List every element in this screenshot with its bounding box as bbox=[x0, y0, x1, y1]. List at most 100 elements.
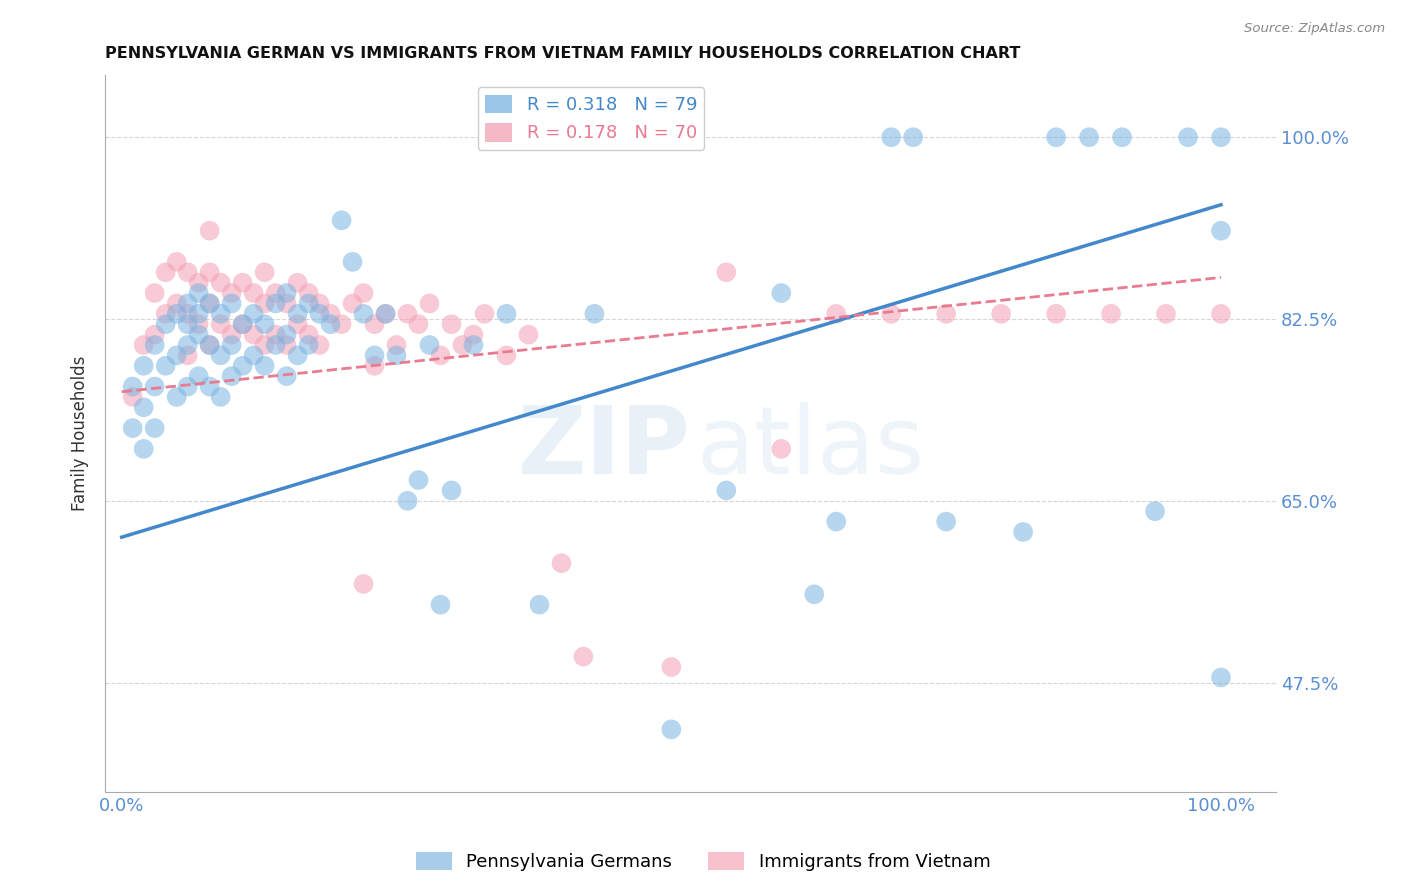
Point bbox=[474, 307, 496, 321]
Point bbox=[659, 660, 682, 674]
Point bbox=[187, 369, 209, 384]
Point bbox=[276, 286, 298, 301]
Point bbox=[716, 265, 738, 279]
Point bbox=[166, 255, 188, 269]
Point bbox=[143, 379, 166, 393]
Point bbox=[166, 296, 188, 310]
Point bbox=[287, 348, 309, 362]
Point bbox=[353, 307, 375, 321]
Point bbox=[176, 348, 198, 362]
Point bbox=[308, 296, 330, 310]
Point bbox=[155, 307, 177, 321]
Point bbox=[264, 286, 287, 301]
Point bbox=[221, 369, 243, 384]
Point bbox=[1209, 307, 1232, 321]
Point bbox=[198, 338, 221, 352]
Point bbox=[276, 296, 298, 310]
Point bbox=[232, 276, 254, 290]
Point bbox=[242, 307, 264, 321]
Point bbox=[297, 338, 319, 352]
Point bbox=[232, 317, 254, 331]
Point bbox=[287, 307, 309, 321]
Text: PENNSYLVANIA GERMAN VS IMMIGRANTS FROM VIETNAM FAMILY HOUSEHOLDS CORRELATION CHA: PENNSYLVANIA GERMAN VS IMMIGRANTS FROM V… bbox=[105, 46, 1021, 62]
Point bbox=[253, 338, 276, 352]
Point bbox=[132, 338, 155, 352]
Point bbox=[209, 390, 232, 404]
Point bbox=[253, 265, 276, 279]
Text: atlas: atlas bbox=[696, 401, 925, 493]
Point bbox=[429, 598, 451, 612]
Point bbox=[1012, 524, 1035, 539]
Text: Source: ZipAtlas.com: Source: ZipAtlas.com bbox=[1244, 22, 1385, 36]
Point bbox=[187, 317, 209, 331]
Point bbox=[408, 473, 430, 487]
Point bbox=[517, 327, 540, 342]
Point bbox=[803, 587, 825, 601]
Point bbox=[221, 338, 243, 352]
Point bbox=[253, 359, 276, 373]
Point bbox=[166, 390, 188, 404]
Point bbox=[363, 317, 385, 331]
Point bbox=[396, 493, 419, 508]
Point bbox=[363, 348, 385, 362]
Point bbox=[209, 276, 232, 290]
Point bbox=[166, 348, 188, 362]
Point bbox=[363, 359, 385, 373]
Point bbox=[429, 348, 451, 362]
Point bbox=[187, 286, 209, 301]
Point bbox=[396, 307, 419, 321]
Legend: R = 0.318   N = 79, R = 0.178   N = 70: R = 0.318 N = 79, R = 0.178 N = 70 bbox=[478, 87, 704, 150]
Point bbox=[330, 317, 353, 331]
Point bbox=[572, 649, 595, 664]
Point bbox=[1154, 307, 1177, 321]
Point bbox=[264, 327, 287, 342]
Point bbox=[659, 723, 682, 737]
Point bbox=[495, 307, 517, 321]
Point bbox=[770, 286, 793, 301]
Point bbox=[198, 296, 221, 310]
Point bbox=[935, 307, 957, 321]
Point bbox=[166, 307, 188, 321]
Point bbox=[187, 276, 209, 290]
Text: ZIP: ZIP bbox=[517, 401, 690, 493]
Point bbox=[176, 379, 198, 393]
Point bbox=[1045, 307, 1067, 321]
Point bbox=[770, 442, 793, 456]
Point bbox=[1045, 130, 1067, 145]
Point bbox=[155, 265, 177, 279]
Point bbox=[242, 286, 264, 301]
Point bbox=[232, 317, 254, 331]
Point bbox=[143, 421, 166, 435]
Point bbox=[121, 390, 143, 404]
Point bbox=[1209, 130, 1232, 145]
Point bbox=[176, 307, 198, 321]
Point bbox=[880, 130, 903, 145]
Point bbox=[342, 255, 364, 269]
Point bbox=[385, 338, 408, 352]
Point bbox=[1209, 670, 1232, 684]
Point bbox=[264, 296, 287, 310]
Point bbox=[276, 327, 298, 342]
Point bbox=[242, 327, 264, 342]
Point bbox=[198, 224, 221, 238]
Point bbox=[418, 296, 440, 310]
Point bbox=[451, 338, 474, 352]
Point bbox=[276, 338, 298, 352]
Point bbox=[209, 317, 232, 331]
Point bbox=[132, 401, 155, 415]
Point bbox=[121, 421, 143, 435]
Point bbox=[253, 296, 276, 310]
Point bbox=[1209, 224, 1232, 238]
Point bbox=[287, 317, 309, 331]
Point bbox=[287, 276, 309, 290]
Point bbox=[353, 286, 375, 301]
Point bbox=[463, 338, 485, 352]
Point bbox=[143, 286, 166, 301]
Point bbox=[198, 296, 221, 310]
Point bbox=[550, 556, 572, 570]
Point bbox=[176, 265, 198, 279]
Point bbox=[342, 296, 364, 310]
Point bbox=[1144, 504, 1167, 518]
Point bbox=[308, 307, 330, 321]
Y-axis label: Family Households: Family Households bbox=[72, 356, 89, 511]
